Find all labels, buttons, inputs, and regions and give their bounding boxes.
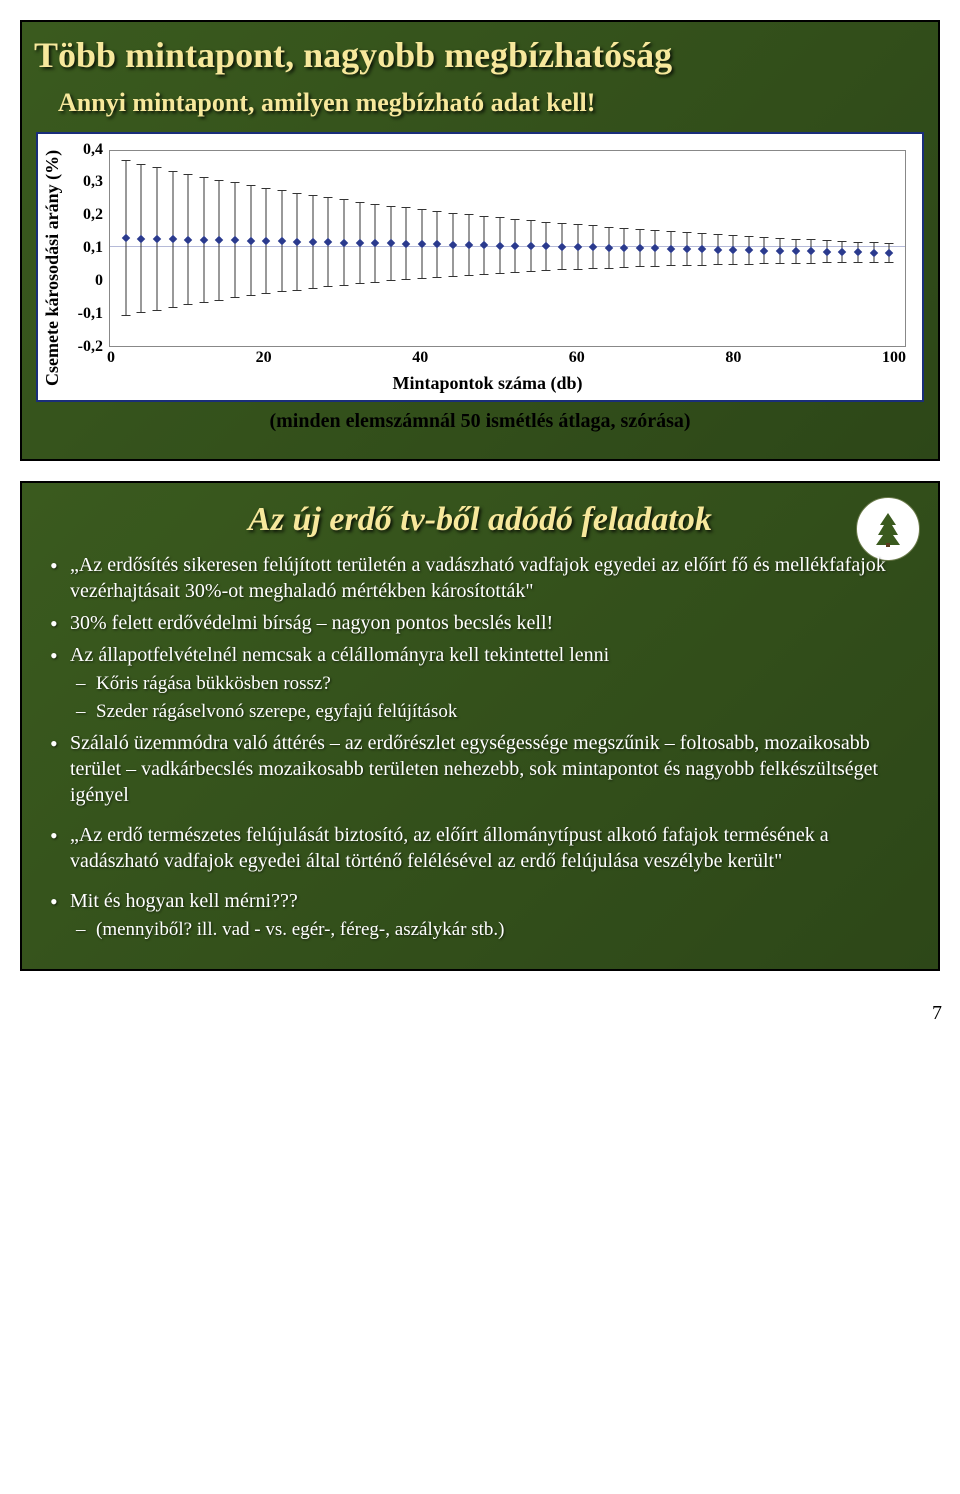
- data-marker: [137, 234, 145, 242]
- chart-xlabel: Mintapontok száma (db): [63, 373, 912, 394]
- data-marker: [464, 241, 472, 249]
- data-marker: [745, 246, 753, 254]
- data-marker: [231, 236, 239, 244]
- xtick-label: 20: [256, 349, 272, 367]
- sub-bullet-list: (mennyiből? ill. vad - vs. egér-, féreg-…: [70, 918, 908, 943]
- data-marker: [246, 236, 254, 244]
- data-marker: [262, 237, 270, 245]
- chart-body: 0,4 0,3 0,2 0,1 0 -0,1 -0,2 0 20 40 60 80 100 Minta…: [63, 142, 912, 394]
- bullet-text: Mit és hogyan kell mérni???: [70, 890, 298, 912]
- data-marker: [807, 247, 815, 255]
- bullet-item: Mit és hogyan kell mérni??? (mennyiből? i…: [70, 888, 908, 943]
- bullet-text: „Az erdősítés sikeresen felújított terül…: [70, 554, 886, 602]
- data-marker: [449, 240, 457, 248]
- chart-caption: (minden elemszámnál 50 ismétlés átlaga, …: [34, 410, 926, 433]
- data-marker: [573, 243, 581, 251]
- chart-frame: Csemete károsodási arány (%) 0,40,30,20,…: [36, 132, 924, 402]
- bullet-list: „Az erdősítés sikeresen felújított terül…: [34, 552, 926, 943]
- data-marker: [527, 242, 535, 250]
- sub-bullet-list: Kőris rágása bükkösben rossz? Szeder rágá…: [70, 672, 908, 724]
- ytick-label: 0,1: [63, 240, 103, 256]
- bullet-item: „Az erdősítés sikeresen felújított terül…: [70, 552, 908, 604]
- page-number: 7: [932, 1002, 942, 1025]
- data-marker: [495, 241, 503, 249]
- university-logo: [856, 497, 920, 561]
- data-marker: [402, 239, 410, 247]
- data-marker: [714, 245, 722, 253]
- bullet-text: Szálaló üzemmódra való áttérés – az erdő…: [70, 732, 878, 806]
- sub-bullet-item: Szeder rágáselvonó szerepe, egyfajú felú…: [96, 700, 908, 725]
- data-marker: [433, 240, 441, 248]
- data-marker: [823, 248, 831, 256]
- data-marker: [589, 243, 597, 251]
- bullet-text: Az állapotfelvételnél nemcsak a célállom…: [70, 644, 609, 666]
- data-marker: [200, 236, 208, 244]
- data-marker: [791, 247, 799, 255]
- chart-xticks: 0 20 40 60 80 100: [107, 349, 906, 367]
- xtick-label: 40: [412, 349, 428, 367]
- bullet-item: Szálaló üzemmódra való áttérés – az erdő…: [70, 730, 908, 808]
- data-marker: [122, 234, 130, 242]
- ytick-label: -0,2: [63, 339, 103, 355]
- data-marker: [418, 240, 426, 248]
- data-marker: [838, 248, 846, 256]
- data-marker: [542, 242, 550, 250]
- chart-plot: [109, 150, 906, 347]
- data-marker: [480, 241, 488, 249]
- sub-bullet-item: Kőris rágása bükkösben rossz?: [96, 672, 908, 697]
- slide1-subtitle: Annyi mintapont, amilyen megbízható adat…: [58, 88, 926, 118]
- data-marker: [729, 246, 737, 254]
- ytick-label: -0,1: [63, 306, 103, 322]
- data-marker: [215, 236, 223, 244]
- data-marker: [869, 248, 877, 256]
- data-marker: [293, 237, 301, 245]
- xtick-label: 80: [725, 349, 741, 367]
- bullet-text: 30% felett erdővédelmi bírság – nagyon p…: [70, 612, 553, 634]
- data-marker: [760, 246, 768, 254]
- data-marker: [854, 248, 862, 256]
- data-marker: [153, 235, 161, 243]
- chart-yticks: 0,4 0,3 0,2 0,1 0 -0,1 -0,2: [63, 142, 103, 355]
- ytick-label: 0,2: [63, 207, 103, 223]
- data-marker: [168, 235, 176, 243]
- xtick-label: 100: [882, 349, 906, 367]
- data-marker: [558, 242, 566, 250]
- xtick-label: 0: [107, 349, 115, 367]
- chart-ylabel: Csemete károsodási arány (%): [42, 142, 63, 394]
- slide2-title: Az új erdő tv-ből adódó feladatok: [34, 501, 926, 538]
- page-footer: 7: [0, 991, 960, 1031]
- bullet-item: 30% felett erdővédelmi bírság – nagyon p…: [70, 610, 908, 636]
- bullet-text: „Az erdő természetes felújulását biztosí…: [70, 824, 829, 872]
- plot-area: 0,4 0,3 0,2 0,1 0 -0,1 -0,2 0 20 40 60 80 100: [63, 142, 912, 375]
- slide-2: Az új erdő tv-ből adódó feladatok „Az er…: [20, 481, 940, 971]
- ytick-label: 0: [63, 273, 103, 289]
- bullet-item: Az állapotfelvételnél nemcsak a célállom…: [70, 642, 908, 724]
- data-marker: [511, 242, 519, 250]
- slide1-title: Több mintapont, nagyobb megbízhatóság: [34, 36, 926, 76]
- data-marker: [277, 237, 285, 245]
- slide-1: Több mintapont, nagyobb megbízhatóság An…: [20, 20, 940, 461]
- ytick-label: 0,4: [63, 142, 103, 158]
- xtick-label: 60: [569, 349, 585, 367]
- data-marker: [885, 249, 893, 257]
- data-marker: [184, 235, 192, 243]
- sub-bullet-item: (mennyiből? ill. vad - vs. egér-, féreg-…: [96, 918, 908, 943]
- tree-icon: [868, 509, 908, 549]
- ytick-label: 0,3: [63, 174, 103, 190]
- data-marker: [604, 243, 612, 251]
- bullet-item: „Az erdő természetes felújulását biztosí…: [70, 822, 908, 874]
- data-marker: [776, 247, 784, 255]
